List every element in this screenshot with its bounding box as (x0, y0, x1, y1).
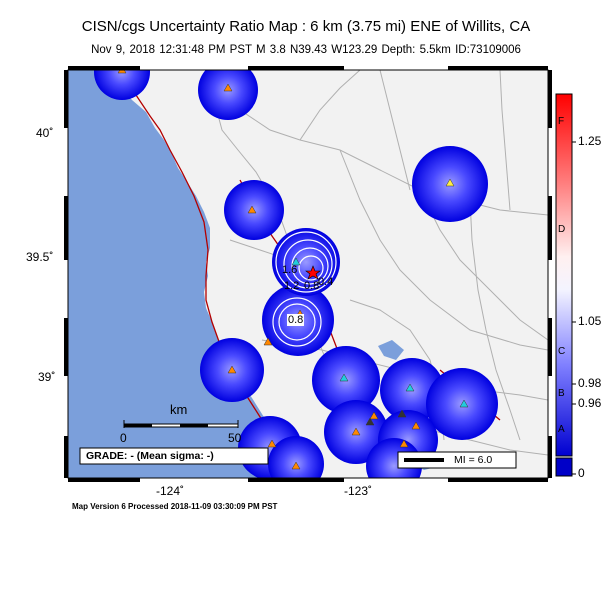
colorbar-value: 0 (578, 466, 585, 480)
station-triangle-icon (397, 409, 407, 418)
contour-label: 0.4 (318, 276, 334, 288)
station-triangle-icon (369, 411, 379, 420)
scalebar-unit: km (170, 402, 188, 417)
map-subtitle: Nov 9, 2018 12:31:48 PM PST M 3.8 N39.43… (91, 44, 521, 56)
lat-label: 40˚ (36, 126, 54, 140)
lon-label: -124˚ (156, 484, 185, 498)
colorbar (555, 93, 576, 477)
station-triangle-icon (247, 205, 257, 214)
scalebar-start: 0 (120, 431, 127, 445)
station-triangle-icon (267, 439, 277, 448)
contour-label: 1.6 (282, 264, 298, 276)
station-triangle-icon (227, 365, 237, 374)
contour-label: 0.8 (304, 280, 320, 292)
colorbar-value: 1.05 (578, 314, 602, 328)
station-triangle-icon (223, 83, 233, 92)
lon-label: -123˚ (344, 484, 373, 498)
lake (378, 340, 404, 360)
epicenter-star-icon (305, 265, 321, 280)
station-triangle-icon (459, 399, 469, 408)
grade-letter: A (558, 424, 565, 435)
station-triangle-icon (291, 461, 301, 470)
scalebar-end: 50 (228, 431, 242, 445)
scalebar (123, 420, 239, 428)
contour-label: 1.2 (284, 280, 300, 292)
grade-letter: B (558, 388, 565, 399)
grade-letter: F (558, 116, 565, 127)
lat-label: 39˚ (38, 370, 56, 384)
station-zone (94, 70, 150, 100)
station-triangle-icon (405, 383, 415, 392)
map-version-footer: Map Version 6 Processed 2018-11-09 03:30… (72, 502, 278, 511)
station-triangle-icon (445, 178, 455, 187)
colorbar-value: 0.96 (578, 396, 602, 410)
station-triangle-icon (263, 337, 273, 346)
grade-box (79, 447, 269, 465)
grade-letter: D (558, 224, 566, 235)
station-triangle-icon (351, 427, 361, 436)
station-triangle-icon (339, 373, 349, 382)
station-triangle-icon (411, 421, 421, 430)
grade-text: GRADE: - (Mean sigma: -) (86, 450, 214, 462)
lat-label: 39.5˚ (26, 250, 54, 264)
mi-legend-text: MI = 6.0 (454, 454, 493, 466)
map-title: CISN/cgs Uncertainty Ratio Map : 6 km (3… (81, 18, 531, 35)
mi-legend-box (397, 451, 517, 469)
contour-label: 0.8 (287, 314, 305, 326)
station-zone (268, 436, 324, 478)
colorbar-value: 0.98 (578, 376, 602, 390)
colorbar-value: 1.25 (578, 134, 602, 148)
station-triangle-icon (291, 257, 301, 266)
uncertainty-contours (272, 231, 337, 347)
frame-ticks (64, 66, 552, 482)
station-triangle-icon (399, 439, 409, 448)
grade-letter: C (558, 346, 566, 357)
station-zone (198, 70, 258, 120)
station-triangle-icon (365, 417, 375, 426)
station-triangle-icon (117, 70, 127, 74)
ocean-area (68, 70, 300, 478)
